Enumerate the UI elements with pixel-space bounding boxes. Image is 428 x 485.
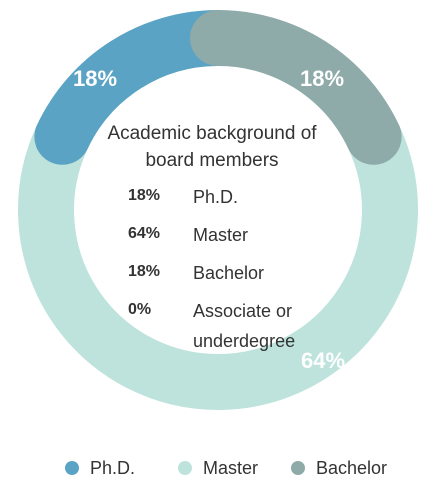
list-category: Master (193, 225, 249, 245)
list-value: 18% (128, 187, 161, 204)
legend-label: Bachelor (316, 458, 387, 478)
donut-segment (18, 124, 418, 410)
list-category: Associate or underdegree (193, 301, 296, 351)
list-value: 0% (128, 301, 152, 318)
legend-swatch (65, 461, 79, 475)
segment-label: 64% (301, 348, 345, 373)
legend-label: Master (203, 458, 258, 478)
list-category: Bachelor (193, 263, 265, 283)
legend-swatch (178, 461, 192, 475)
list-row: 0% Associate or underdegree (128, 296, 328, 356)
list-value: 64% (128, 225, 161, 242)
donut-segment (190, 10, 402, 165)
center-list: 18% Ph.D. 64% Master 18% Bachelor 0% Associate … (128, 182, 328, 364)
list-row: 18% Ph.D. (128, 182, 328, 212)
legend-swatch (291, 461, 305, 475)
segment-label: 18% (73, 66, 117, 91)
list-category: Ph.D. (193, 187, 239, 207)
list-value: 18% (128, 263, 161, 280)
list-row: 64% Master (128, 220, 328, 250)
chart-title: Academic background of board members (107, 123, 317, 171)
legend-label: Ph.D. (90, 458, 135, 478)
list-row: 18% Bachelor (128, 258, 328, 288)
segment-label: 18% (300, 66, 344, 91)
